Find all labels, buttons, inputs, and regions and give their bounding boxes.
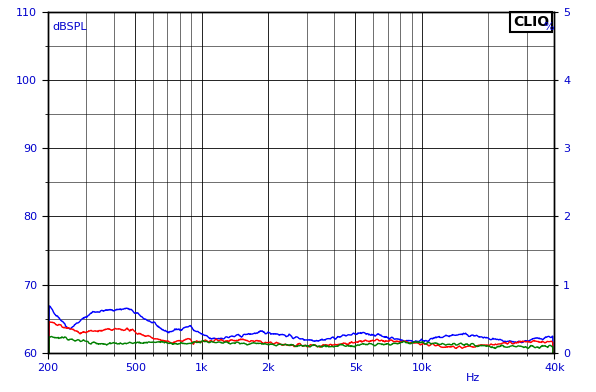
Text: Hz: Hz (466, 373, 480, 383)
Text: %: % (544, 22, 554, 32)
Text: CLIO: CLIO (513, 15, 549, 29)
Text: dBSPL: dBSPL (52, 22, 88, 32)
